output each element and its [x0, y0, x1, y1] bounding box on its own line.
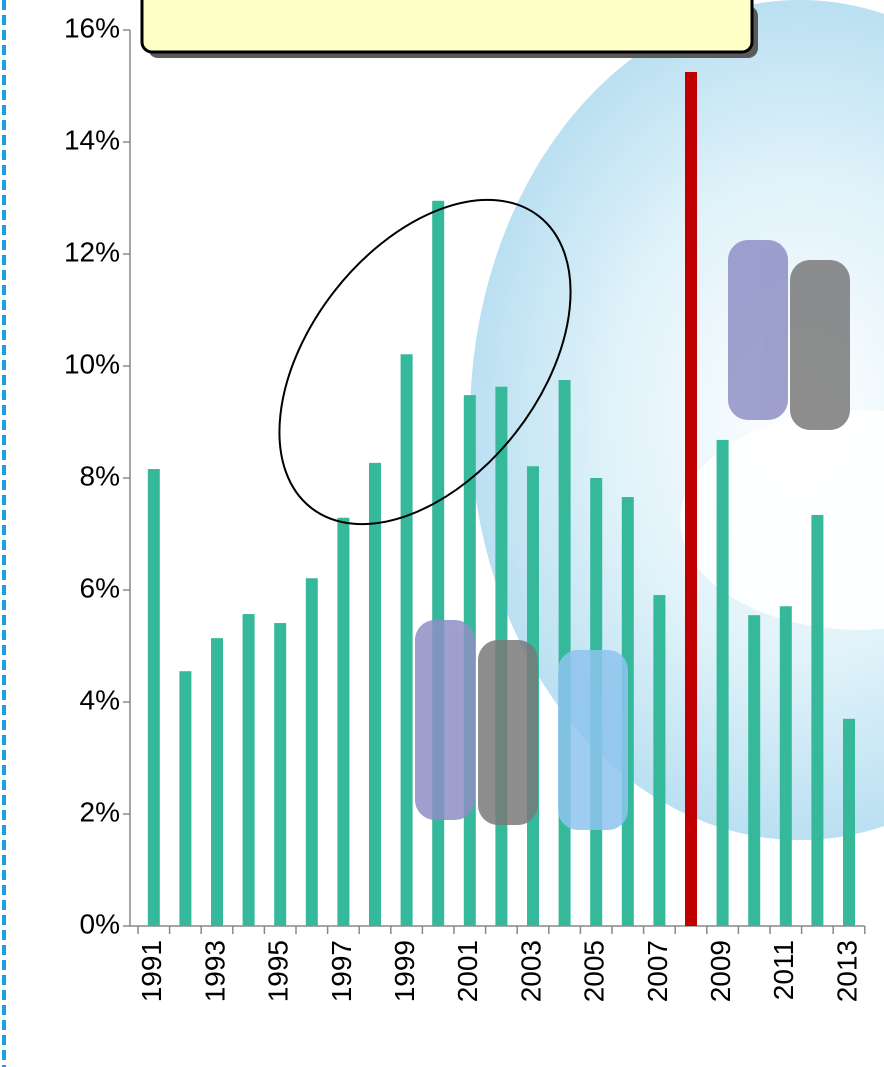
x-tick-label: 2007: [642, 940, 673, 1002]
bar: [305, 578, 318, 926]
bar: [274, 623, 287, 926]
bar: [179, 671, 192, 926]
x-tick-label: 1991: [136, 940, 167, 1002]
bar: [748, 615, 761, 926]
y-tick-label: 6%: [80, 572, 120, 603]
y-tick-label: 2%: [80, 796, 120, 827]
bar: [400, 354, 413, 926]
x-tick-label: 1995: [263, 940, 294, 1002]
x-tick-label: 2003: [515, 940, 546, 1002]
bar: [211, 638, 223, 926]
bar: [242, 614, 255, 926]
bar: [685, 72, 697, 926]
x-tick-label: 2009: [705, 940, 736, 1002]
y-tick-label: 8%: [80, 460, 120, 491]
bar: [147, 469, 160, 926]
bar: [716, 439, 729, 926]
y-tick-label: 10%: [64, 348, 120, 379]
y-tick-label: 0%: [80, 908, 120, 939]
background-swirl: [680, 410, 884, 630]
bar: [337, 517, 350, 926]
bar: [653, 595, 666, 926]
x-tick-label: 2005: [579, 940, 610, 1002]
y-tick-label: 4%: [80, 684, 120, 715]
bar: [843, 718, 855, 926]
x-tick-label: 2013: [831, 940, 862, 1002]
y-tick-label: 12%: [64, 236, 120, 267]
bar: [779, 606, 792, 926]
bar: [811, 514, 824, 926]
plot-area: 0% 2% 4% 6% 8% 10% 12% 14% 16% 1991 1993 1995 1997 19…: [64, 12, 866, 1002]
clipart-crowd: [415, 240, 850, 830]
y-tick-label: 16%: [64, 12, 120, 43]
x-tick-label: 1997: [326, 940, 357, 1002]
y-tick-label: 14%: [64, 124, 120, 155]
highlight-ellipse: [278, 198, 572, 526]
x-tick-label: 1999: [389, 940, 420, 1002]
x-tick-label: 2001: [452, 940, 483, 1002]
callout-box: [140, 0, 754, 54]
x-tick-label: 1993: [199, 940, 230, 1002]
x-tick-label: 2011: [768, 940, 799, 1000]
bar: [369, 462, 381, 926]
